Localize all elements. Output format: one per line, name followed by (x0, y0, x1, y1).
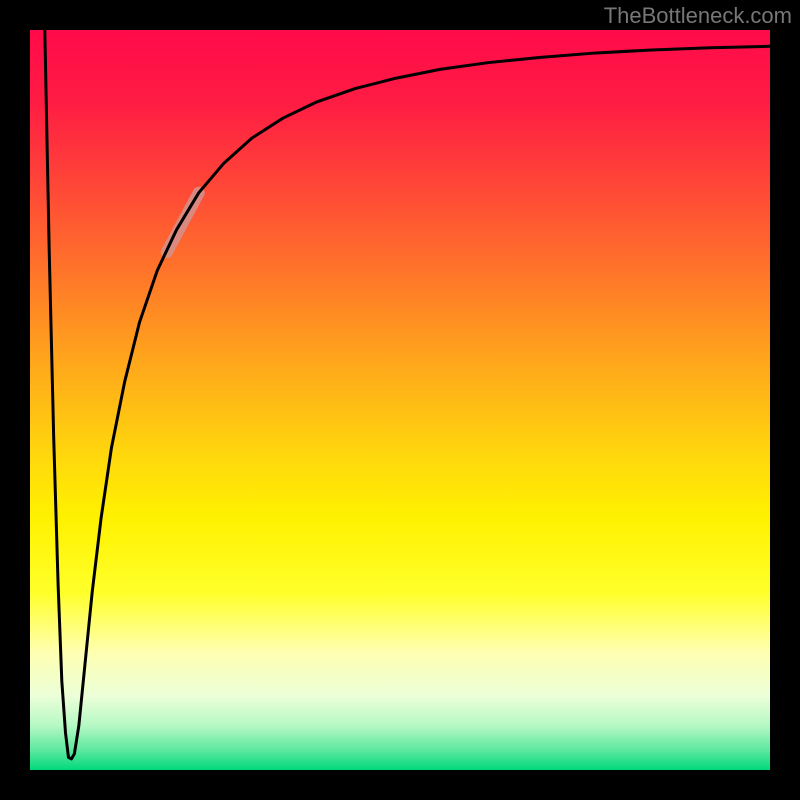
plot-svg (30, 30, 770, 770)
chart-viewport: TheBottleneck.com (0, 0, 800, 800)
gradient-background (30, 30, 770, 770)
watermark-label: TheBottleneck.com (604, 3, 792, 29)
plot-area (30, 30, 770, 770)
